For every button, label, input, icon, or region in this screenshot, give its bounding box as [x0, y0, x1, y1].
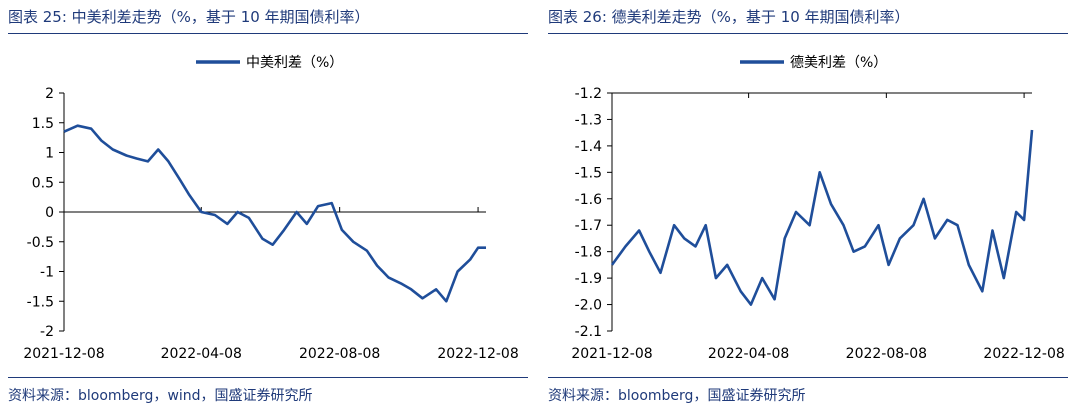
y-tick-label: -2.0 [575, 298, 602, 314]
chart-title: 图表 25: 中美利差走势（%，基于 10 年期国债利率） [8, 8, 370, 26]
x-tick-label: 2022-08-08 [846, 346, 927, 362]
legend-label: 中美利差（%） [246, 55, 343, 71]
x-tick-label: 2022-12-08 [437, 346, 518, 362]
y-tick-label: -1.9 [575, 271, 602, 287]
legend-label: 德美利差（%） [790, 55, 887, 71]
bottom-rule [8, 377, 528, 378]
germany-us-spread-chart: -2.1 -2.0 -1.9 -1.8 -1.7 -1.6 -1.5 -1.4 -1.3 -1.2… [571, 55, 1064, 362]
chart-panel-germany-us: 图表 26: 德美利差走势（%，基于 10 年期国债利率） -2.1 -2.0 -1… [548, 0, 1068, 417]
y-tick-label: -1.7 [575, 218, 602, 234]
x-tick-label: 2021-12-08 [23, 346, 104, 362]
series-line [63, 124, 486, 303]
y-tick-label: -1.2 [575, 86, 602, 102]
y-tick-label: 0.5 [32, 175, 54, 191]
china-us-spread-chart: -2 -1.5 -1 -0.5 0 0.5 1 1.5 2 2021-12-08 2022-04-0… [23, 55, 518, 362]
x-tick-label: 2021-12-08 [571, 346, 652, 362]
x-tick-label: 2022-04-08 [708, 346, 789, 362]
source-note: 资料来源：bloomberg，wind，国盛证券研究所 [8, 388, 313, 404]
y-tick-label: -1.6 [575, 192, 602, 208]
y-tick-label: -2.1 [575, 324, 602, 340]
y-tick-label: -0.5 [27, 235, 54, 251]
y-tick-label: 0 [45, 205, 54, 221]
y-tick-label: 1.5 [32, 116, 54, 132]
y-tick-label: -1.4 [575, 139, 602, 155]
y-tick-label: -1.3 [575, 112, 602, 128]
y-tick-label: 1 [45, 146, 54, 162]
series-line [610, 129, 1034, 306]
chart-title: 图表 26: 德美利差走势（%，基于 10 年期国债利率） [548, 8, 910, 26]
y-tick-label: -1.5 [27, 294, 54, 310]
y-tick-label: -1 [40, 265, 54, 281]
y-tick-label: -1.5 [575, 165, 602, 181]
x-tick-label: 2022-08-08 [299, 346, 380, 362]
chart-panel-china-us: 图表 25: 中美利差走势（%，基于 10 年期国债利率） -2 -1.5 -1 -0… [8, 0, 528, 417]
top-rule [548, 33, 1068, 34]
x-tick-label: 2022-12-08 [983, 346, 1064, 362]
top-rule [8, 33, 528, 34]
x-tick-label: 2022-04-08 [161, 346, 242, 362]
bottom-rule [548, 377, 1068, 378]
source-note: 资料来源：bloomberg，国盛证券研究所 [548, 388, 806, 404]
y-tick-label: 2 [45, 86, 54, 102]
y-tick-label: -1.8 [575, 245, 602, 261]
y-tick-label: -2 [40, 324, 54, 340]
